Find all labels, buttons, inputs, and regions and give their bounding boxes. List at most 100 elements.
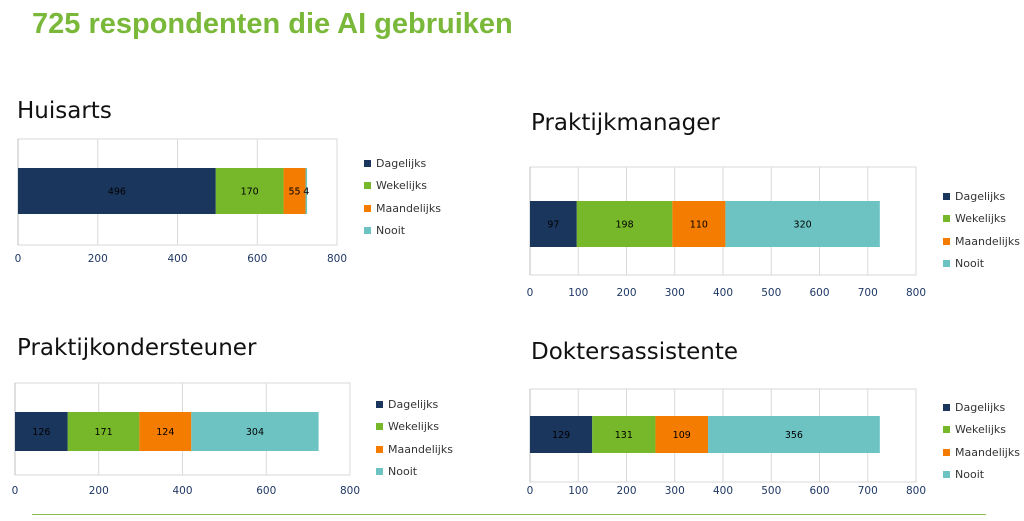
legend-item-dagelijks: Dagelijks (943, 396, 1020, 419)
legend-item-maandelijks: Maandelijks (943, 230, 1020, 253)
data-label-wekelijks: 170 (241, 187, 259, 198)
legend-label: Wekelijks (955, 212, 1007, 226)
chart-title-praktijkondersteuner: Praktijkondersteuner (17, 335, 257, 361)
legend-item-wekelijks: Wekelijks (364, 175, 441, 198)
legend-swatch (943, 471, 950, 479)
legend-label: Nooit (388, 465, 418, 479)
data-label-maandelijks: 124 (156, 427, 174, 438)
legend-swatch (943, 237, 950, 245)
legend-item-wekelijks: Wekelijks (943, 419, 1020, 442)
legend-swatch (943, 260, 950, 268)
legend-item-maandelijks: Maandelijks (376, 438, 453, 461)
page-title: 725 respondenten die AI gebruiken (32, 8, 513, 40)
data-label-dagelijks: 126 (32, 427, 50, 438)
legend-item-nooit: Nooit (943, 464, 1020, 487)
legend-label: Dagelijks (388, 397, 439, 411)
x-tick-label: 600 (247, 253, 267, 265)
x-tick-label: 600 (256, 485, 276, 497)
x-tick-label: 400 (172, 485, 192, 497)
legend-swatch (943, 426, 950, 434)
legend-item-wekelijks: Wekelijks (943, 208, 1020, 231)
bar-segment-maandelijks (672, 201, 726, 247)
chart-2: 0 200 400 600 800 126 171 124 304 (12, 382, 360, 497)
x-tick-label: 200 (88, 253, 108, 265)
legend-label: Wekelijks (955, 423, 1007, 437)
data-label-wekelijks: 198 (615, 220, 633, 231)
bottom-divider (32, 514, 986, 515)
bar-segment-dagelijks (15, 412, 68, 451)
bar-segment-maandelijks (283, 168, 306, 214)
legend-swatch (943, 448, 950, 456)
chart-0: 0 200 400 600 800 496 170 55 4 (15, 138, 347, 265)
data-label-nooit: 320 (794, 220, 812, 231)
data-label-nooit: 356 (785, 430, 803, 441)
legend-item-dagelijks: Dagelijks (364, 152, 441, 175)
x-tick-label: 0 (527, 485, 534, 497)
x-tick-label: 500 (761, 485, 781, 497)
x-tick-label: 600 (809, 485, 829, 497)
legend-swatch (376, 468, 383, 476)
x-tick-label: 300 (665, 485, 685, 497)
data-label-maandelijks: 110 (690, 220, 708, 231)
bar-segment-wekelijks (215, 168, 284, 214)
legend-swatch (376, 400, 383, 408)
legend-label: Nooit (955, 468, 985, 482)
x-tick-label: 800 (327, 253, 347, 265)
data-label-maandelijks: 55 (288, 187, 300, 198)
data-label-wekelijks: 171 (94, 427, 112, 438)
bar-segment-nooit (191, 412, 319, 451)
legend-label: Maandelijks (388, 442, 453, 456)
chart-title-doktersassistente: Doktersassistente (531, 339, 739, 365)
legend-2: Dagelijks Wekelijks Maandelijks Nooit (376, 393, 453, 483)
legend-label: Dagelijks (955, 400, 1006, 414)
x-tick-label: 600 (809, 287, 829, 299)
legend-swatch (376, 445, 383, 453)
legend-item-dagelijks: Dagelijks (943, 185, 1020, 208)
x-tick-label: 400 (713, 287, 733, 299)
legend-swatch (364, 227, 371, 235)
legend-0: Dagelijks Wekelijks Maandelijks Nooit (364, 152, 441, 242)
bar-segment-maandelijks (655, 416, 709, 453)
x-tick-label: 300 (665, 287, 685, 299)
bar-segment-wekelijks (592, 416, 656, 453)
legend-item-dagelijks: Dagelijks (376, 393, 453, 416)
x-tick-label: 0 (527, 287, 534, 299)
legend-swatch (943, 403, 950, 411)
legend-label: Maandelijks (376, 201, 441, 215)
x-tick-label: 200 (89, 485, 109, 497)
data-label-dagelijks: 97 (547, 220, 559, 231)
legend-swatch (376, 423, 383, 431)
legend-swatch (364, 182, 371, 190)
bar-segment-nooit (725, 201, 880, 247)
x-tick-label: 700 (858, 485, 878, 497)
data-label-nooit: 4 (303, 187, 309, 198)
x-tick-label: 400 (167, 253, 187, 265)
legend-swatch (943, 192, 950, 200)
bar-segment-wekelijks (67, 412, 140, 451)
x-tick-label: 500 (761, 287, 781, 299)
x-tick-label: 100 (568, 485, 588, 497)
x-tick-label: 700 (858, 287, 878, 299)
x-tick-label: 800 (906, 287, 926, 299)
x-tick-label: 400 (713, 485, 733, 497)
x-tick-label: 100 (568, 287, 588, 299)
data-label-wekelijks: 131 (615, 430, 633, 441)
legend-3: Dagelijks Wekelijks Maandelijks Nooit (943, 396, 1020, 486)
bar-segment-dagelijks (530, 416, 593, 453)
bar-segment-wekelijks (576, 201, 673, 247)
legend-item-nooit: Nooit (943, 253, 1020, 276)
bar-segment-dagelijks (530, 201, 577, 247)
legend-item-maandelijks: Maandelijks (364, 197, 441, 220)
legend-label: Nooit (955, 257, 985, 271)
bar-segment-dagelijks (18, 168, 216, 214)
legend-item-nooit: Nooit (364, 220, 441, 243)
legend-label: Maandelijks (955, 234, 1020, 248)
legend-item-nooit: Nooit (376, 461, 453, 484)
x-tick-label: 200 (616, 485, 636, 497)
data-label-dagelijks: 129 (552, 430, 570, 441)
bar-segment-nooit (305, 168, 308, 214)
legend-1: Dagelijks Wekelijks Maandelijks Nooit (943, 185, 1020, 275)
legend-item-wekelijks: Wekelijks (376, 416, 453, 439)
data-label-dagelijks: 496 (108, 187, 126, 198)
